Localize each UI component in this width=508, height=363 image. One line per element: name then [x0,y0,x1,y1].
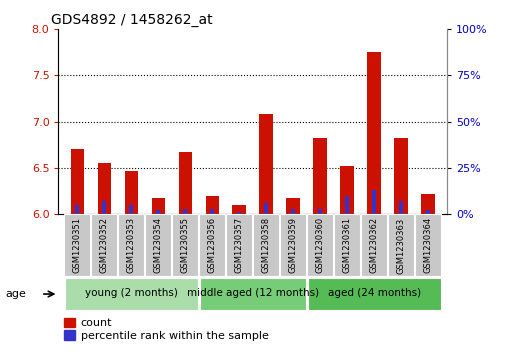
Bar [291,209,295,214]
Bar [260,114,273,214]
Bar [361,214,387,276]
Bar [65,278,198,310]
Bar [280,214,306,276]
Bar [415,214,441,276]
Text: GSM1230353: GSM1230353 [127,217,136,273]
Bar [183,209,187,214]
Bar [367,52,381,214]
Bar [372,190,376,214]
Bar [307,278,441,310]
Text: GSM1230352: GSM1230352 [100,217,109,273]
Bar [307,214,333,276]
Bar [206,196,219,214]
Bar [172,214,198,276]
Text: GSM1230357: GSM1230357 [235,217,244,273]
Bar [399,201,403,214]
Text: GSM1230360: GSM1230360 [315,217,325,273]
Bar [199,214,225,276]
Bar [200,278,306,310]
Bar [145,214,171,276]
Text: GSM1230361: GSM1230361 [343,217,352,273]
Text: young (2 months): young (2 months) [85,288,178,298]
Bar [237,212,241,214]
Bar [394,138,408,214]
Text: aged (24 months): aged (24 months) [328,288,421,298]
Bar [345,196,349,214]
Bar [334,214,360,276]
Text: GSM1230359: GSM1230359 [289,217,298,273]
Text: GSM1230356: GSM1230356 [208,217,217,273]
Bar [151,197,165,214]
Text: age: age [5,289,26,299]
Bar [426,211,430,214]
Text: GDS4892 / 1458262_at: GDS4892 / 1458262_at [51,13,212,26]
Legend: count, percentile rank within the sample: count, percentile rank within the sample [64,318,269,341]
Bar [340,166,354,214]
Text: GSM1230358: GSM1230358 [262,217,271,273]
Bar [210,209,214,214]
Bar [118,214,144,276]
Bar [91,214,117,276]
Text: GSM1230351: GSM1230351 [73,217,82,273]
Bar [71,149,84,214]
Text: GSM1230363: GSM1230363 [397,217,406,273]
Text: GSM1230362: GSM1230362 [370,217,378,273]
Bar [98,163,111,214]
Bar [422,194,435,214]
Bar [156,211,161,214]
Bar [124,171,138,214]
Bar [318,209,322,214]
Bar [287,197,300,214]
Text: middle aged (12 months): middle aged (12 months) [186,288,319,298]
Bar [75,205,79,214]
Bar [129,205,133,214]
Bar [253,214,279,276]
Bar [264,203,268,214]
Bar [226,214,252,276]
Text: GSM1230355: GSM1230355 [181,217,190,273]
Bar [388,214,414,276]
Text: GSM1230354: GSM1230354 [154,217,163,273]
Bar [102,201,106,214]
Bar [233,205,246,214]
Text: GSM1230364: GSM1230364 [424,217,433,273]
Bar [313,138,327,214]
Bar [178,152,192,214]
Bar [65,214,90,276]
